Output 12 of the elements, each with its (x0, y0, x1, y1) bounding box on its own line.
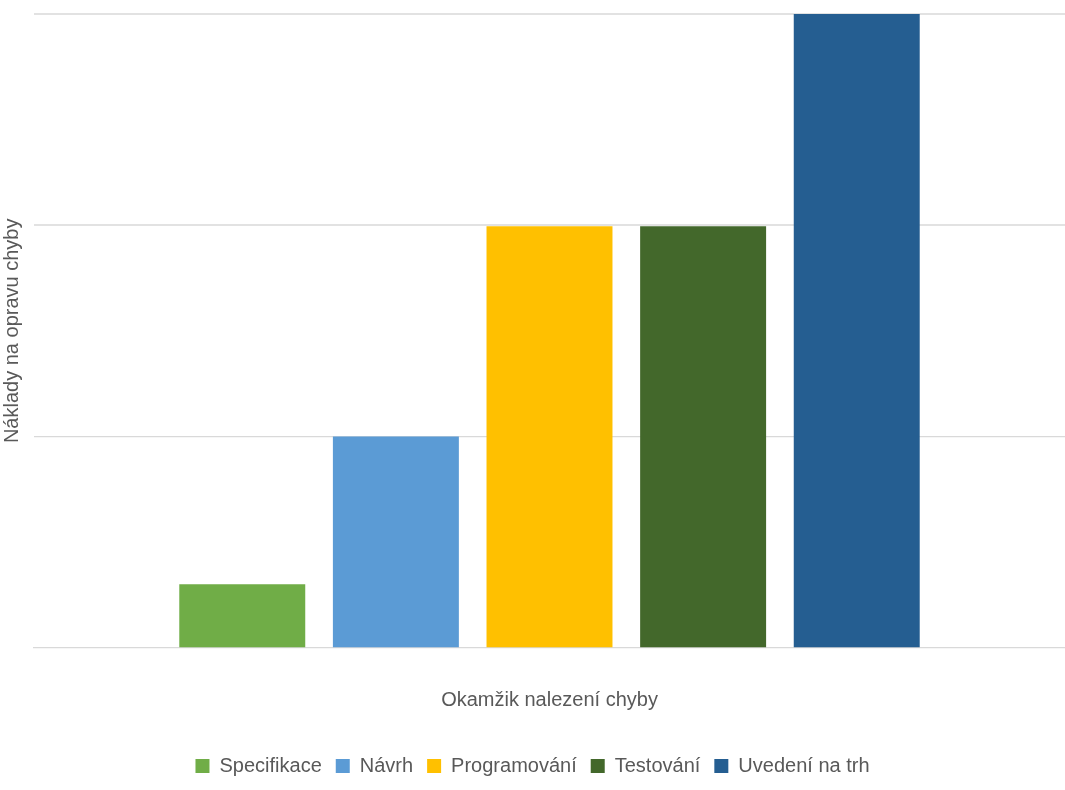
legend-label: Specifikace (219, 753, 322, 776)
legend-label: Programování (451, 753, 578, 776)
y-axis-title: Náklady na opravu chyby (0, 218, 22, 444)
bar (486, 226, 613, 648)
legend-label: Uvedení na trh (738, 753, 870, 776)
bar (640, 226, 767, 648)
legend-label: Návrh (359, 753, 414, 776)
x-axis-title: Okamžik nalezení chyby (441, 687, 658, 710)
bar (332, 436, 459, 648)
legend-label: Testování (614, 753, 701, 776)
bar (179, 584, 306, 648)
bar (793, 14, 920, 648)
